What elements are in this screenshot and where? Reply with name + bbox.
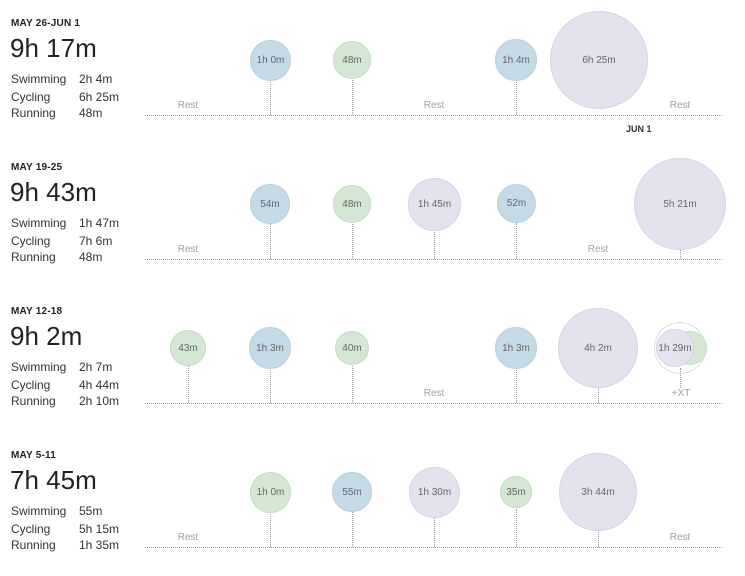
rest-day-label: Rest — [423, 388, 445, 399]
day-stem — [434, 517, 435, 547]
week-may26-jun1: MAY 26-JUN 1 9h 17m Swimming 2h 4m Cyclin… — [0, 0, 745, 144]
timeline-baseline — [145, 259, 722, 260]
day-stem — [598, 530, 599, 547]
sport-cycling: Cycling 5h 15m — [11, 522, 120, 536]
workout-bubble-bike[interactable]: 5h 21m — [634, 158, 726, 250]
day-stem — [680, 368, 681, 388]
timeline-baseline — [145, 403, 722, 404]
rest-day-label: Rest — [177, 244, 199, 255]
sport-running: Running 48m — [11, 106, 103, 120]
sport-swimming: Swimming 2h 7m — [11, 360, 113, 374]
rest-day-label: Rest — [423, 100, 445, 111]
workout-bubble-bike[interactable]: 4h 2m — [558, 308, 638, 388]
day-stem — [352, 512, 353, 547]
day-stem — [352, 222, 353, 259]
week-total: 9h 17m — [10, 33, 97, 63]
workout-bubble-bike[interactable]: 1h 30m — [409, 467, 460, 518]
workout-bubble-swim[interactable]: 1h 4m — [495, 39, 537, 81]
sport-swimming: Swimming 1h 47m — [11, 216, 120, 230]
date-marker: JUN 1 — [626, 124, 652, 134]
rest-day-label: Rest — [669, 532, 691, 543]
day-stem — [516, 80, 517, 115]
week-may5-11: MAY 5-11 7h 45m Swimming 55m Cycling 5h 15… — [0, 432, 745, 576]
workout-bubble-swim[interactable]: 1h 0m — [250, 40, 291, 81]
workout-bubble-swim[interactable]: 1h 3m — [249, 327, 291, 369]
workout-bubble-run[interactable]: 43m — [170, 330, 206, 366]
day-stem — [516, 368, 517, 403]
workout-bubble-bike[interactable]: 3h 44m — [559, 453, 637, 531]
timeline-baseline — [145, 547, 722, 548]
day-stem — [270, 80, 271, 115]
week-may19-25: MAY 19-25 9h 43m Swimming 1h 47m Cycling 7… — [0, 144, 745, 288]
workout-bubble-bike[interactable]: 6h 25m — [550, 11, 648, 109]
rest-day-label: Rest — [177, 100, 199, 111]
cross-training-label: +XT — [671, 388, 691, 399]
day-stem — [352, 366, 353, 403]
sport-running: Running 2h 10m — [11, 394, 120, 408]
week-range: MAY 19-25 — [11, 162, 63, 173]
workout-bubble-run[interactable]: 40m — [335, 331, 369, 365]
day-stem — [270, 368, 271, 403]
day-stem — [270, 512, 271, 547]
week-total: 9h 2m — [10, 321, 83, 351]
sport-swimming: Swimming 55m — [11, 504, 103, 518]
week-range: MAY 12-18 — [11, 306, 63, 317]
sport-cycling: Cycling 4h 44m — [11, 378, 120, 392]
day-stem — [516, 223, 517, 259]
workout-bubble-run[interactable]: 35m — [500, 476, 532, 508]
week-total: 7h 45m — [10, 465, 97, 495]
day-stem — [352, 78, 353, 115]
workout-bubble-bike[interactable]: 1h 45m — [408, 178, 461, 231]
day-stem — [680, 249, 681, 259]
week-range: MAY 5-11 — [11, 450, 56, 461]
rest-day-label: Rest — [177, 532, 199, 543]
week-total: 9h 43m — [10, 177, 97, 207]
sport-running: Running 1h 35m — [11, 538, 120, 552]
rest-day-label: Rest — [587, 244, 609, 255]
day-stem — [598, 388, 599, 403]
rest-day-label: Rest — [669, 100, 691, 111]
workout-bubble-bike[interactable]: 1h 29m — [656, 329, 694, 367]
workout-bubble-swim[interactable]: 1h 3m — [495, 327, 537, 369]
sport-cycling: Cycling 7h 6m — [11, 234, 113, 248]
week-range: MAY 26-JUN 1 — [11, 18, 81, 29]
workout-bubble-swim[interactable]: 52m — [497, 184, 536, 223]
workout-bubble-run[interactable]: 48m — [333, 41, 371, 79]
week-may12-18: MAY 12-18 9h 2m Swimming 2h 7m Cycling 4h … — [0, 288, 745, 432]
day-stem — [516, 509, 517, 547]
sport-cycling: Cycling 6h 25m — [11, 90, 120, 104]
workout-bubble-swim[interactable]: 54m — [250, 184, 290, 224]
workout-bubble-swim[interactable]: 55m — [332, 472, 372, 512]
day-stem — [270, 224, 271, 259]
day-stem — [188, 366, 189, 403]
sport-swimming: Swimming 2h 4m — [11, 72, 113, 86]
workout-bubble-run[interactable]: 1h 0m — [250, 472, 291, 513]
timeline-baseline — [145, 115, 722, 116]
sport-running: Running 48m — [11, 250, 103, 264]
day-stem — [434, 229, 435, 259]
workout-bubble-run[interactable]: 48m — [333, 185, 371, 223]
